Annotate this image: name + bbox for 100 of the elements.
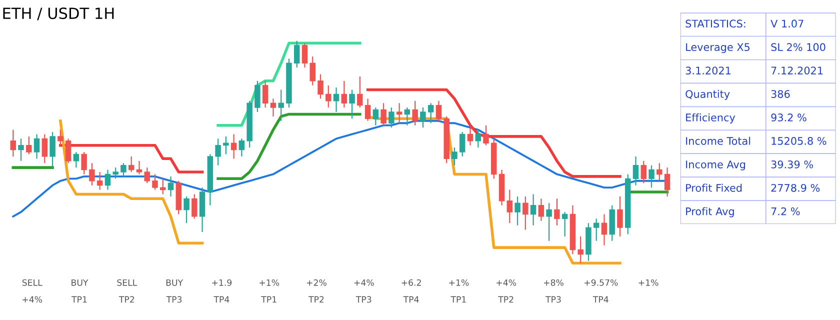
text: BUY	[72, 279, 88, 286]
text: 3.1.2021	[686, 66, 730, 74]
candlestick	[640, 160, 646, 184]
text: TP4	[592, 296, 608, 303]
candlestick	[506, 189, 513, 224]
candlestick	[89, 162, 95, 186]
candlestick	[396, 102, 402, 124]
candlestick	[459, 131, 466, 157]
candlestick	[428, 102, 434, 124]
candlestick	[184, 196, 190, 224]
candlestick	[230, 134, 237, 160]
text: 7.2 %	[771, 207, 800, 216]
text: TP3	[546, 296, 561, 303]
text: +1%	[638, 279, 658, 286]
text: +8%	[544, 279, 564, 286]
text: +1%	[449, 279, 469, 286]
text: TP1	[450, 296, 466, 303]
candlestick	[475, 129, 481, 148]
candlestick	[372, 107, 379, 126]
candlestick	[73, 151, 80, 168]
candlestick	[278, 89, 284, 122]
candlestick	[318, 74, 324, 100]
candlestick	[617, 196, 623, 237]
text: Profit Avg	[686, 207, 734, 218]
candlestick	[452, 147, 458, 166]
candlestick	[81, 151, 87, 175]
candlestick	[58, 129, 64, 146]
candlestick	[192, 194, 198, 220]
candlestick	[10, 129, 16, 157]
candlestick	[310, 56, 316, 86]
candlestick	[522, 196, 528, 230]
candlestick	[215, 138, 221, 166]
text: 2778.9 %	[771, 184, 820, 192]
text: TP3	[166, 296, 182, 303]
candlestick	[593, 218, 600, 242]
candlestick	[436, 100, 442, 122]
candlestick	[96, 171, 103, 190]
text: +6.2	[402, 279, 421, 286]
candlestick	[546, 202, 552, 242]
text: +4%	[22, 296, 42, 303]
text: BUY	[166, 279, 184, 286]
candlestick	[120, 162, 126, 177]
text: Income Avg	[686, 160, 746, 170]
candlestick	[578, 236, 584, 264]
candlestick	[223, 136, 229, 155]
text: 39.39 %	[771, 160, 813, 168]
text: TP4	[403, 296, 419, 303]
candlestick	[144, 167, 150, 184]
candlestick	[50, 131, 56, 168]
candlestick	[412, 100, 418, 126]
candlestick	[262, 80, 268, 108]
candlestick	[380, 102, 386, 126]
text: Income Total	[686, 136, 750, 145]
text: Efficiency	[686, 113, 736, 124]
text: TP1	[72, 296, 87, 303]
candlestick	[538, 198, 544, 222]
candlestick	[18, 138, 24, 162]
text: TP3	[356, 296, 372, 303]
text: +9.57%	[584, 279, 618, 286]
text: 93.2 %	[771, 114, 806, 122]
candlestick	[467, 127, 474, 146]
candlestick	[34, 134, 40, 160]
text: Leverage X5	[686, 43, 750, 54]
candlestick	[483, 124, 489, 146]
text: TP2	[118, 296, 134, 303]
text: SELL	[117, 279, 138, 286]
text: +4%	[496, 279, 516, 286]
chart-title: ETH / USDT 1H	[3, 8, 114, 20]
candlestick	[404, 107, 410, 126]
candlestick	[128, 156, 134, 173]
candlestick	[664, 167, 670, 197]
text: +1.9	[212, 279, 232, 286]
text: 15205.8 %	[772, 137, 826, 145]
candlestick	[168, 176, 174, 197]
text: TP2	[308, 296, 324, 303]
candlestick	[160, 178, 166, 195]
candlestick	[420, 107, 426, 128]
candlestick	[333, 87, 340, 113]
candlestick	[254, 80, 260, 113]
candlestick	[601, 214, 608, 246]
text: STATISTICS:	[686, 20, 746, 28]
text: TP4	[214, 296, 230, 303]
text: TP1	[261, 296, 276, 303]
candlestick	[632, 156, 639, 186]
candlestick	[42, 134, 48, 164]
text: SELL	[22, 279, 42, 286]
candlestick	[65, 138, 72, 164]
candlestick	[530, 194, 536, 226]
text: Quantity	[686, 90, 730, 100]
candlestick	[364, 98, 371, 122]
candlestick	[349, 89, 355, 120]
candlestick	[562, 211, 568, 237]
candlestick	[238, 138, 245, 157]
text: TP2	[498, 296, 514, 303]
candlestick	[388, 107, 394, 128]
candlestick	[112, 167, 118, 180]
candlestick	[357, 76, 363, 108]
text: 386	[771, 90, 790, 98]
candlestick	[26, 136, 32, 155]
text: SL 2% 100	[771, 43, 826, 52]
